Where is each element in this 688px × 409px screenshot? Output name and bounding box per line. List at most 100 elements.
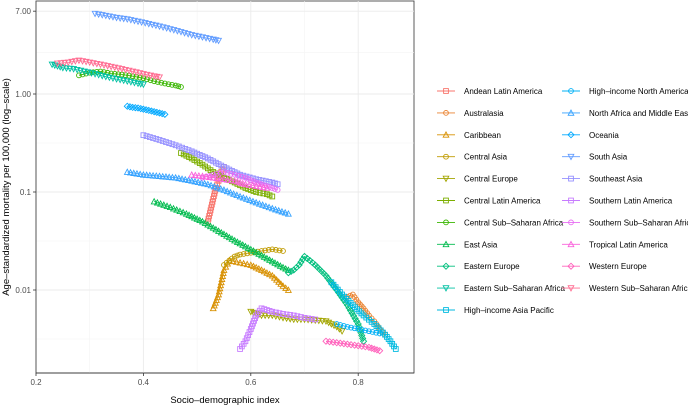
- data-point: [273, 309, 279, 316]
- legend-item: Central Latin America: [437, 197, 541, 206]
- data-point: [237, 251, 243, 258]
- data-point: [245, 176, 251, 182]
- data-point: [345, 304, 353, 312]
- legend-label: Southern Sub–Saharan Africa: [589, 218, 688, 227]
- data-point: [262, 247, 268, 254]
- legend-item: Andean Latin America: [437, 87, 543, 96]
- data-point: [292, 263, 301, 272]
- legend-label: High–income North America: [589, 87, 688, 96]
- data-point: [206, 222, 215, 230]
- x-axis-title: Socio–demographic index: [170, 395, 280, 406]
- series-high-income-north-america: [333, 321, 383, 337]
- data-point: [198, 217, 207, 225]
- data-point: [236, 258, 244, 266]
- data-point: [53, 60, 62, 68]
- data-point: [269, 193, 276, 200]
- data-point: [201, 219, 209, 226]
- data-point: [369, 329, 376, 335]
- data-point: [201, 179, 209, 187]
- legend: Andean Latin America Australasia Caribbean…: [437, 87, 688, 315]
- series-line: [57, 59, 160, 78]
- legend-label: Caribbean: [464, 131, 501, 140]
- data-point: [242, 338, 249, 345]
- legend-label: Central Latin America: [464, 197, 541, 206]
- data-point: [217, 228, 225, 236]
- legend-key-marker: [567, 131, 575, 139]
- data-point: [147, 107, 156, 115]
- data-point: [230, 190, 238, 197]
- data-point: [116, 15, 124, 22]
- data-point: [242, 174, 249, 181]
- data-point: [325, 319, 333, 327]
- data-point: [260, 267, 268, 275]
- legend-item: Western Sub–Saharan Africa: [562, 284, 688, 293]
- data-point: [257, 251, 266, 259]
- data-point: [294, 313, 301, 320]
- data-point: [196, 216, 204, 224]
- data-point: [335, 326, 343, 333]
- data-point: [53, 63, 62, 70]
- data-point: [245, 181, 253, 188]
- legend-item: Southern Latin America: [562, 197, 673, 206]
- data-point: [287, 312, 294, 318]
- legend-label: South Asia: [589, 153, 628, 162]
- data-point: [166, 203, 174, 211]
- data-point: [244, 250, 251, 257]
- data-point: [228, 170, 234, 177]
- data-point: [290, 266, 298, 274]
- legend-label: Western Sub–Saharan Africa: [589, 284, 688, 293]
- data-point: [338, 328, 346, 335]
- data-point: [134, 104, 142, 112]
- data-point: [182, 146, 189, 152]
- data-point: [359, 337, 368, 345]
- x-tick-label: 0.2: [30, 378, 42, 387]
- data-point: [158, 79, 165, 86]
- data-point: [308, 316, 315, 322]
- data-point: [153, 198, 161, 206]
- data-point: [62, 65, 70, 72]
- legend-item: North Africa and Middle East: [562, 109, 688, 118]
- data-point: [194, 178, 202, 186]
- data-point: [263, 254, 271, 262]
- legend-key-marker: [442, 262, 450, 270]
- data-point: [290, 312, 297, 319]
- data-point: [190, 213, 198, 221]
- data-point: [239, 193, 247, 201]
- legend-item: Tropical Latin America: [562, 240, 668, 249]
- legend-key-marker: [442, 285, 450, 292]
- series-eastern-europe: [284, 252, 368, 345]
- data-point: [131, 104, 139, 112]
- data-point: [188, 212, 196, 220]
- data-point: [249, 197, 257, 205]
- legend-key-marker: [443, 219, 449, 226]
- data-point: [71, 58, 79, 65]
- data-point: [246, 329, 253, 335]
- data-point: [262, 202, 270, 209]
- data-point: [179, 208, 187, 216]
- data-point: [173, 206, 181, 213]
- data-point: [140, 132, 147, 139]
- data-point: [239, 241, 247, 248]
- data-point: [249, 262, 258, 270]
- data-point: [146, 134, 153, 140]
- y-axis: 7.00 1.00 0.1 0.01: [15, 1, 37, 373]
- data-point: [233, 191, 241, 199]
- data-point: [210, 182, 218, 190]
- data-point: [341, 323, 347, 329]
- data-point: [175, 83, 182, 90]
- data-point: [213, 174, 221, 182]
- data-point: [140, 75, 147, 82]
- data-point: [273, 247, 279, 253]
- data-point: [231, 236, 239, 244]
- data-point: [48, 61, 56, 69]
- data-point: [158, 110, 166, 118]
- series-central-asia: [221, 246, 286, 268]
- data-point: [231, 253, 238, 260]
- data-point: [165, 81, 172, 88]
- legend-label: Western Europe: [589, 262, 647, 271]
- data-point: [255, 264, 263, 272]
- data-point: [269, 185, 276, 191]
- data-point: [290, 316, 298, 324]
- legend-item: Central Sub–Saharan Africa: [437, 218, 564, 227]
